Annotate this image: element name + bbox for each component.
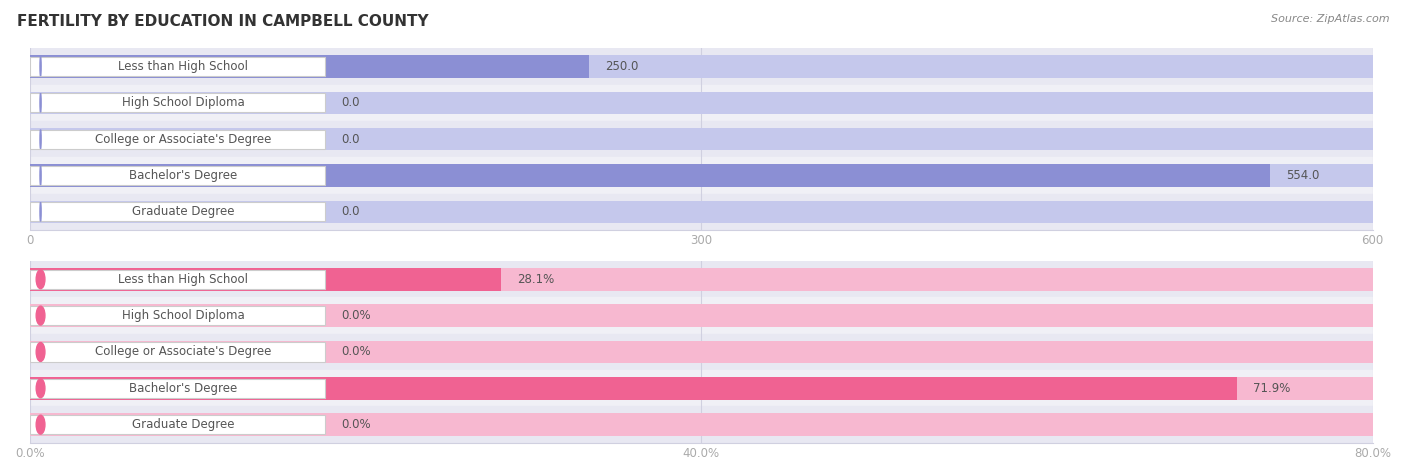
- Text: Graduate Degree: Graduate Degree: [132, 205, 235, 218]
- Text: 0.0: 0.0: [342, 205, 360, 218]
- Text: 0.0: 0.0: [342, 133, 360, 146]
- Bar: [30, 306, 325, 325]
- Circle shape: [37, 379, 45, 398]
- Text: Source: ZipAtlas.com: Source: ZipAtlas.com: [1271, 14, 1389, 24]
- Text: 71.9%: 71.9%: [1253, 382, 1291, 395]
- Bar: [30, 93, 325, 113]
- Bar: [30, 407, 1372, 443]
- Bar: [30, 164, 1372, 187]
- Bar: [30, 268, 502, 291]
- Bar: [30, 370, 1372, 407]
- Bar: [30, 379, 325, 398]
- Bar: [30, 334, 1372, 370]
- Bar: [30, 55, 1372, 78]
- Bar: [30, 166, 325, 185]
- Text: College or Associate's Degree: College or Associate's Degree: [96, 345, 271, 359]
- Bar: [30, 261, 1372, 297]
- Bar: [30, 202, 325, 221]
- Text: Less than High School: Less than High School: [118, 273, 249, 286]
- Text: College or Associate's Degree: College or Associate's Degree: [96, 133, 271, 146]
- Text: 0.0%: 0.0%: [342, 345, 371, 359]
- Bar: [30, 85, 1372, 121]
- Text: 250.0: 250.0: [606, 60, 638, 73]
- Text: 0.0%: 0.0%: [342, 309, 371, 322]
- Text: High School Diploma: High School Diploma: [122, 309, 245, 322]
- Bar: [30, 415, 325, 434]
- Bar: [30, 157, 1372, 194]
- Bar: [30, 128, 1372, 151]
- Bar: [30, 57, 325, 76]
- Bar: [30, 194, 1372, 230]
- Circle shape: [37, 415, 45, 434]
- Text: 554.0: 554.0: [1285, 169, 1319, 182]
- Text: Graduate Degree: Graduate Degree: [132, 418, 235, 431]
- Text: Bachelor's Degree: Bachelor's Degree: [129, 169, 238, 182]
- Bar: [30, 164, 1270, 187]
- Circle shape: [37, 270, 45, 289]
- Bar: [30, 92, 1372, 114]
- Bar: [30, 55, 589, 78]
- Text: 0.0: 0.0: [342, 96, 360, 109]
- Bar: [30, 48, 1372, 85]
- Bar: [30, 304, 1372, 327]
- Bar: [30, 377, 1372, 399]
- Bar: [30, 341, 1372, 363]
- Text: Bachelor's Degree: Bachelor's Degree: [129, 382, 238, 395]
- Text: FERTILITY BY EDUCATION IN CAMPBELL COUNTY: FERTILITY BY EDUCATION IN CAMPBELL COUNT…: [17, 14, 429, 29]
- Bar: [30, 268, 1372, 291]
- Bar: [30, 121, 1372, 157]
- Bar: [30, 130, 325, 149]
- Text: 0.0%: 0.0%: [342, 418, 371, 431]
- Bar: [30, 200, 1372, 223]
- Bar: [30, 297, 1372, 334]
- Bar: [30, 270, 325, 289]
- Text: Less than High School: Less than High School: [118, 60, 249, 73]
- Text: 28.1%: 28.1%: [517, 273, 555, 286]
- Circle shape: [37, 306, 45, 325]
- Bar: [30, 342, 325, 361]
- Text: High School Diploma: High School Diploma: [122, 96, 245, 109]
- Bar: [30, 413, 1372, 436]
- Bar: [30, 377, 1236, 399]
- Circle shape: [37, 342, 45, 361]
